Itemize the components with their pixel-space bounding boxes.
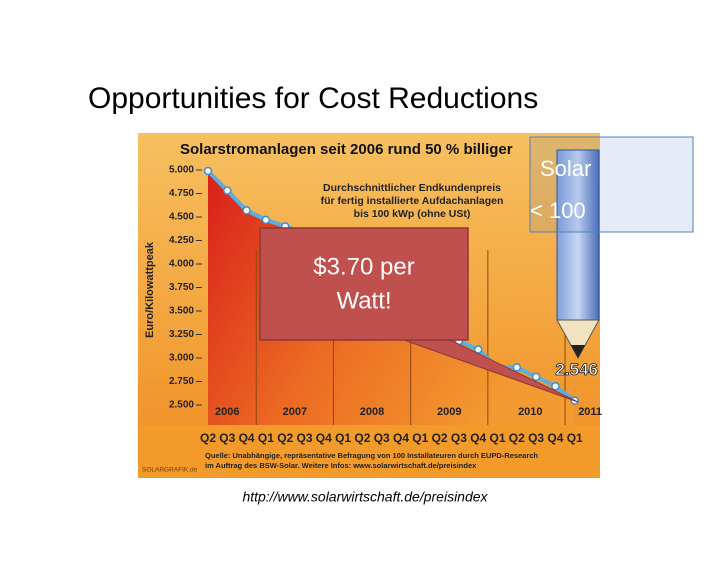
x-tick-label: Q3 bbox=[528, 431, 544, 445]
chart-title: Solarstromanlagen seit 2006 rund 50 % bi… bbox=[180, 141, 513, 158]
chart-subtitle: bis 100 kWp (ohne USt) bbox=[354, 208, 471, 220]
x-tick-label: Q4 bbox=[316, 431, 332, 445]
pencil-lead bbox=[571, 345, 585, 358]
data-point bbox=[203, 166, 213, 176]
x-tick-label: Q2 bbox=[509, 431, 525, 445]
y-tick-label: 2.750 bbox=[169, 376, 194, 387]
year-label: 2009 bbox=[437, 406, 461, 418]
y-tick-label: 4.250 bbox=[169, 235, 194, 246]
data-point bbox=[531, 372, 541, 382]
y-tick-label: 3.750 bbox=[169, 282, 194, 293]
value-label: 2.546 bbox=[555, 360, 598, 379]
y-tick-label: 2.500 bbox=[169, 400, 194, 411]
data-point bbox=[551, 381, 560, 391]
callout-box bbox=[259, 227, 469, 341]
x-tick-label: Q4 bbox=[547, 431, 563, 445]
x-tick-label: Q2 bbox=[277, 431, 293, 445]
x-tick-label: Q3 bbox=[451, 431, 467, 445]
x-tick-label: Q4 bbox=[470, 431, 486, 445]
year-label: 2010 bbox=[518, 406, 542, 418]
pencil-tip bbox=[556, 319, 600, 360]
chart-credit: SOLARGRAFIK.de bbox=[142, 467, 198, 474]
x-tick-label: Q4 bbox=[239, 431, 255, 445]
y-tick-label: 4.750 bbox=[169, 188, 194, 199]
overlay-text: < 100 bbox=[530, 198, 586, 223]
x-tick-label: Q1 bbox=[335, 431, 351, 445]
chart-subtitle: für fertig installierte Aufdachanlagen bbox=[321, 195, 504, 207]
x-tick-label: Q2 bbox=[432, 431, 448, 445]
year-label: 2008 bbox=[360, 406, 384, 418]
data-point bbox=[512, 363, 522, 372]
x-tick-label: Q3 bbox=[219, 431, 235, 445]
year-label: 2011 bbox=[578, 406, 602, 418]
callout-text: Watt! bbox=[336, 287, 391, 314]
x-tick-label: Q3 bbox=[296, 431, 312, 445]
slide-title: Opportunities for Cost Reductions bbox=[88, 82, 538, 115]
chart-source: Quelle: Unabhängige, repräsentative Befr… bbox=[205, 451, 538, 460]
year-label: 2006 bbox=[215, 406, 239, 418]
y-tick-label: 4.500 bbox=[169, 212, 194, 223]
data-point bbox=[223, 186, 232, 195]
chart-subtitle: Durchschnittlicher Endkundenpreis bbox=[323, 182, 501, 194]
overlay-box bbox=[529, 136, 694, 233]
x-tick-label: Q1 bbox=[489, 431, 505, 445]
data-point bbox=[242, 206, 251, 215]
axis-band bbox=[138, 425, 600, 478]
data-point bbox=[261, 215, 271, 225]
y-tick-label: 3.250 bbox=[169, 329, 194, 340]
x-tick-label: Q2 bbox=[200, 431, 216, 445]
x-tick-label: Q1 bbox=[412, 431, 428, 445]
x-tick-label: Q3 bbox=[374, 431, 390, 445]
callout-text: $3.70 per bbox=[313, 253, 414, 280]
pencil-body bbox=[556, 149, 600, 321]
source-url: http://www.solarwirtschaft.de/preisindex bbox=[242, 489, 488, 505]
chart-source: im Auftrag des BSW-Solar. Weitere Infos:… bbox=[205, 461, 477, 470]
overlay-text: Solar bbox=[540, 156, 591, 181]
x-tick-label: Q1 bbox=[258, 431, 274, 445]
year-label: 2007 bbox=[283, 406, 307, 418]
y-tick-label: 3.000 bbox=[169, 353, 194, 364]
x-tick-label: Q2 bbox=[354, 431, 370, 445]
y-tick-label: 3.500 bbox=[169, 306, 194, 317]
x-tick-label: Q1 bbox=[567, 431, 583, 445]
y-axis-label: Euro/Kilowattpeak bbox=[144, 241, 156, 338]
x-tick-label: Q4 bbox=[393, 431, 409, 445]
y-tick-label: 4.000 bbox=[169, 259, 194, 270]
y-tick-label: 5.000 bbox=[169, 165, 194, 176]
